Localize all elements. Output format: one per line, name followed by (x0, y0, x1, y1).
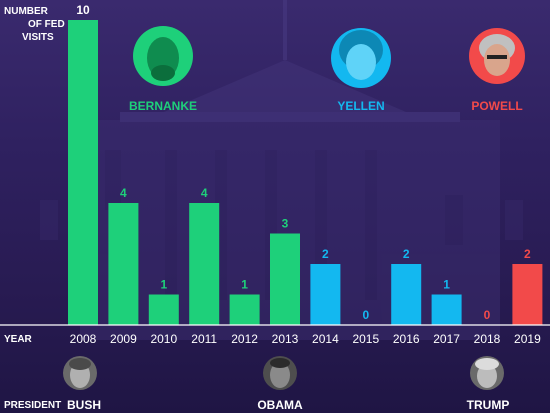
value-label-2019: 2 (524, 247, 531, 261)
president-name-trump: TRUMP (467, 398, 510, 412)
year-label-2016: 2016 (393, 332, 420, 346)
bar-2019 (512, 264, 543, 325)
year-label-2014: 2014 (312, 332, 339, 346)
value-label-2018: 0 (484, 308, 491, 322)
bars-layer (68, 20, 543, 325)
y-label-line-3: VISITS (22, 32, 54, 43)
obama-portrait (263, 356, 297, 390)
bar-2014 (310, 264, 341, 325)
year-label-2015: 2015 (352, 332, 379, 346)
year-label-2017: 2017 (433, 332, 460, 346)
year-label-2008: 2008 (70, 332, 97, 346)
year-label-2009: 2009 (110, 332, 137, 346)
year-label-2018: 2018 (474, 332, 501, 346)
bar-2008 (68, 20, 98, 325)
value-label-2012: 1 (241, 278, 248, 292)
year-label-2013: 2013 (272, 332, 299, 346)
value-label-2009: 4 (120, 186, 127, 200)
bar-2012 (229, 294, 260, 325)
bar-2010 (148, 294, 179, 325)
bar-2017 (431, 294, 462, 325)
president-name-bush: BUSH (67, 398, 101, 412)
powell-portrait (469, 28, 525, 84)
value-label-2013: 3 (282, 217, 289, 231)
value-label-2017: 1 (443, 278, 450, 292)
y-label-line-1: NUMBER (4, 6, 49, 17)
president-name-obama: OBAMA (257, 398, 303, 412)
year-label-2011: 2011 (191, 332, 217, 346)
value-label-2014: 2 (322, 247, 329, 261)
year-labels-layer: 2008 2009 2010 2011 2012 2013 2014 2015 2016 2017… (70, 332, 541, 346)
bernanke-portrait (133, 26, 193, 86)
fed-chair-name-yellen: YELLEN (337, 99, 384, 113)
value-label-2015: 0 (362, 308, 369, 322)
value-label-2010: 1 (160, 278, 167, 292)
bar-2011 (189, 203, 220, 325)
value-label-2008: 10 (76, 3, 90, 17)
bar-2016 (391, 264, 422, 325)
y-label-line-2: OF FED (28, 19, 65, 30)
year-axis-label: YEAR (4, 334, 33, 345)
year-label-2010: 2010 (150, 332, 177, 346)
fed-chair-name-bernanke: BERNANKE (129, 99, 197, 113)
yellen-portrait (331, 28, 391, 88)
year-label-2012: 2012 (231, 332, 258, 346)
value-label-2016: 2 (403, 247, 410, 261)
president-axis-label: PRESIDENT (4, 400, 61, 411)
bar-2009 (108, 203, 139, 325)
y-axis-title: NUMBER OF FED VISITS (4, 6, 65, 43)
bush-portrait (63, 356, 97, 390)
year-label-2019: 2019 (514, 332, 541, 346)
value-label-2011: 4 (201, 186, 208, 200)
fed-chair-name-powell: POWELL (471, 99, 522, 113)
trump-portrait (470, 356, 504, 390)
bar-2013 (270, 233, 300, 325)
